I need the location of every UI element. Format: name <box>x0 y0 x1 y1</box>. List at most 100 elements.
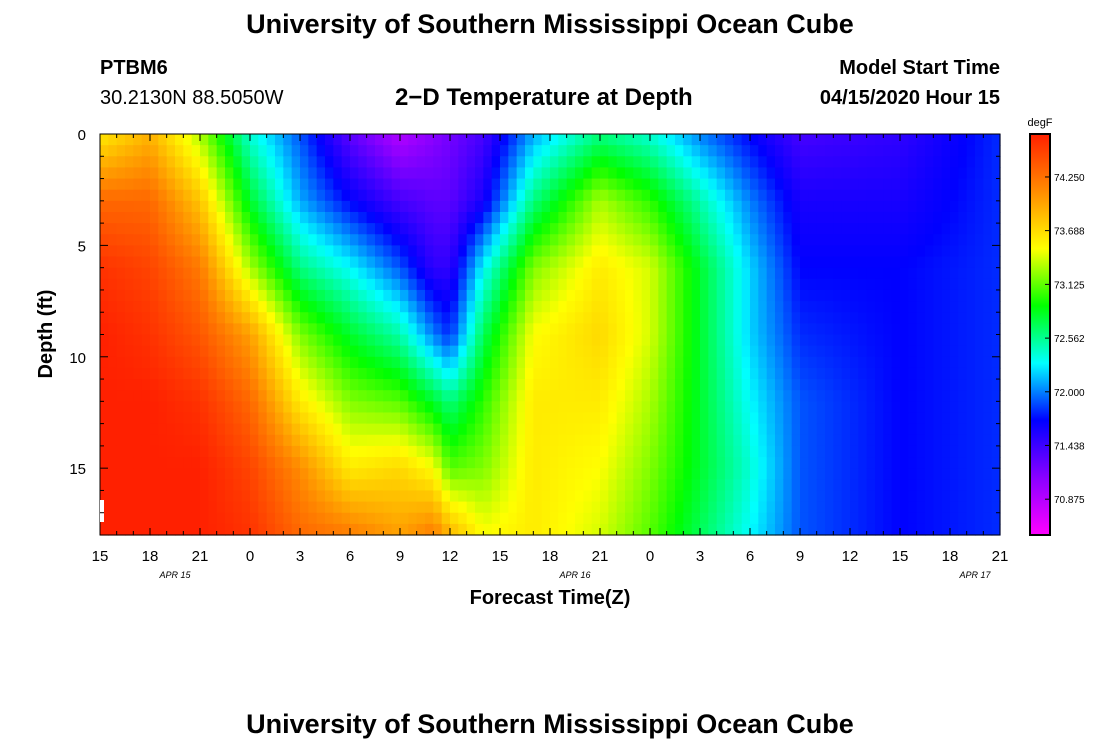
heatmap-cell <box>391 323 401 336</box>
heatmap-cell <box>391 211 401 224</box>
heatmap-cell <box>941 289 951 302</box>
heatmap-cell <box>566 379 576 391</box>
heatmap-cell <box>241 490 251 503</box>
heatmap-cell <box>891 178 901 191</box>
heatmap-cell <box>941 234 951 246</box>
heatmap-cell <box>441 211 451 224</box>
heatmap-cell <box>675 490 684 503</box>
heatmap-cell <box>750 289 759 302</box>
heatmap-cell <box>666 323 676 336</box>
heatmap-cell <box>258 356 268 369</box>
heatmap-cell <box>116 367 126 380</box>
heatmap-cell <box>591 234 601 246</box>
heatmap-cell <box>108 189 118 202</box>
heatmap-cell <box>300 245 309 258</box>
heatmap-cell <box>183 256 193 269</box>
heatmap-cell <box>783 490 793 503</box>
heatmap-cell <box>808 178 818 191</box>
heatmap-cell <box>858 345 868 358</box>
heatmap-cell <box>100 156 109 169</box>
heatmap-cell <box>641 211 651 224</box>
heatmap-cell <box>950 423 959 436</box>
heatmap-cell <box>575 412 584 425</box>
heatmap-cell <box>275 523 284 536</box>
heatmap-cell <box>916 334 926 347</box>
heatmap-cell <box>416 156 426 169</box>
heatmap-cell <box>108 356 118 369</box>
heatmap-cell <box>341 356 351 369</box>
heatmap-cell <box>441 245 451 258</box>
heatmap-cell <box>725 434 734 447</box>
heatmap-cell <box>708 468 718 480</box>
heatmap-cell <box>108 434 118 447</box>
heatmap-cell <box>833 490 843 503</box>
heatmap-cell <box>133 501 143 514</box>
heatmap-cell <box>108 390 118 402</box>
heatmap-cell <box>883 345 893 358</box>
heatmap-cell <box>350 490 359 503</box>
y-tick-label: 15 <box>69 461 86 478</box>
heatmap-cell <box>358 189 368 202</box>
heatmap-cell <box>933 479 943 492</box>
heatmap-cell <box>791 256 801 269</box>
heatmap-cell <box>775 267 784 280</box>
heatmap-cell <box>941 512 951 525</box>
heatmap-cell <box>558 234 568 246</box>
heatmap-cell <box>141 178 151 191</box>
heatmap-cell <box>208 312 218 324</box>
heatmap-cell <box>275 468 284 480</box>
heatmap-cell <box>283 289 293 302</box>
heatmap-cell <box>658 312 668 324</box>
heatmap-cell <box>216 211 226 224</box>
heatmap-cell <box>875 457 884 469</box>
heatmap-cell <box>316 156 326 169</box>
heatmap-cell <box>216 234 226 246</box>
heatmap-cell <box>566 523 576 536</box>
heatmap-cell <box>133 301 143 313</box>
heatmap-cell <box>558 356 568 369</box>
heatmap-cell <box>925 167 934 180</box>
heatmap-cell <box>658 189 668 202</box>
heatmap-cell <box>591 412 601 425</box>
heatmap-cell <box>666 234 676 246</box>
heatmap-cell <box>391 457 401 469</box>
heatmap-cell <box>633 278 643 291</box>
heatmap-cell <box>858 367 868 380</box>
heatmap-cell <box>533 390 543 402</box>
heatmap-cell <box>283 345 293 358</box>
heatmap-cell <box>233 434 243 447</box>
heatmap-cell <box>975 457 984 469</box>
heatmap-cell <box>925 468 934 480</box>
heatmap-cell <box>400 401 409 414</box>
heatmap-cell <box>650 167 659 180</box>
heatmap-cell <box>550 445 559 458</box>
heatmap-cell <box>591 256 601 269</box>
heatmap-cell <box>350 401 359 414</box>
heatmap-cell <box>216 379 226 391</box>
heatmap-cell <box>658 457 668 469</box>
heatmap-cell <box>341 211 351 224</box>
heatmap-cell <box>708 367 718 380</box>
heatmap-cell <box>283 256 293 269</box>
heatmap-cell <box>975 445 984 458</box>
heatmap-cell <box>583 323 593 336</box>
heatmap-cell <box>716 345 726 358</box>
heatmap-cell <box>158 445 168 458</box>
heatmap-cell <box>791 445 801 458</box>
heatmap-cell <box>775 189 784 202</box>
heatmap-cell <box>500 267 509 280</box>
heatmap-cell <box>983 200 993 213</box>
heatmap-cell <box>325 145 334 157</box>
heatmap-cell <box>466 457 476 469</box>
heatmap-cell <box>850 445 859 458</box>
heatmap-cell <box>425 390 434 402</box>
heatmap-cell <box>783 334 793 347</box>
colorbar-unit: degF <box>1027 117 1052 129</box>
heatmap-cell <box>675 390 684 402</box>
heatmap-cell <box>225 434 234 447</box>
heatmap-cell <box>450 457 459 469</box>
heatmap-cell <box>883 156 893 169</box>
heatmap-cell <box>441 289 451 302</box>
heatmap-cell <box>591 267 601 280</box>
heatmap-cell <box>966 490 976 503</box>
